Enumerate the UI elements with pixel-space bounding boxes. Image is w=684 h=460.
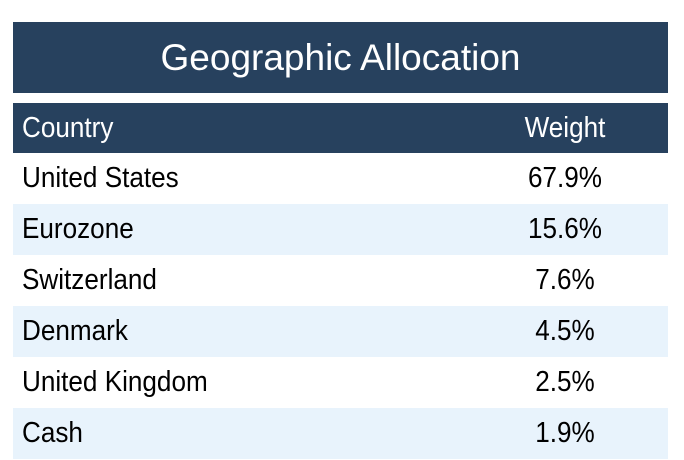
table-cell: Cash bbox=[22, 417, 83, 449]
column-header: Weight bbox=[524, 111, 606, 144]
table-cell: 7.6% bbox=[535, 264, 595, 296]
table-cell: 1.9% bbox=[535, 417, 595, 449]
table-row: United States 67.9% bbox=[13, 153, 668, 204]
header-row: Country Weight bbox=[13, 103, 668, 153]
table-cell: 2.5% bbox=[535, 366, 595, 398]
table-cell: Eurozone bbox=[22, 213, 134, 245]
table-cell: United States bbox=[22, 162, 179, 194]
table-row: Denmark 4.5% bbox=[13, 306, 668, 357]
table-cell: United Kingdom bbox=[22, 366, 208, 398]
column-header: Country bbox=[22, 111, 114, 144]
table-row: Switzerland 7.6% bbox=[13, 255, 668, 306]
table-row: United Kingdom 2.5% bbox=[13, 357, 668, 408]
table-title: Geographic Allocation bbox=[13, 22, 668, 93]
table-cell: Switzerland bbox=[22, 264, 157, 296]
table-cell: 67.9% bbox=[527, 162, 602, 194]
table-row: Eurozone 15.6% bbox=[13, 204, 668, 255]
table-cell: 4.5% bbox=[535, 315, 595, 347]
table-cell: 15.6% bbox=[527, 213, 602, 245]
table-cell: Denmark bbox=[22, 315, 128, 347]
table-row: Cash 1.9% bbox=[13, 408, 668, 459]
